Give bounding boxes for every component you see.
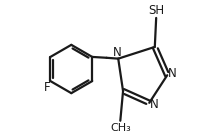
Text: F: F: [44, 81, 50, 94]
Text: CH₃: CH₃: [111, 123, 131, 133]
Text: SH: SH: [148, 4, 165, 17]
Text: N: N: [150, 98, 158, 111]
Text: N: N: [113, 46, 122, 59]
Text: N: N: [168, 67, 177, 80]
